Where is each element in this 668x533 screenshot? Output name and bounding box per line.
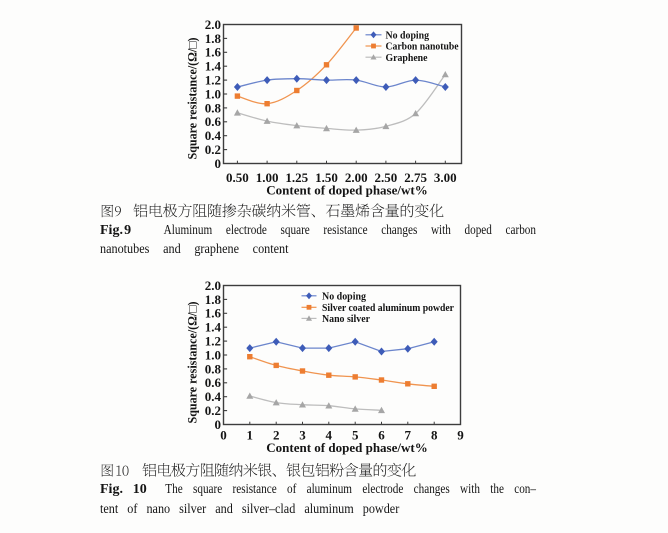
svg-text:Content of doped phase/wt%: Content of doped phase/wt% (266, 440, 427, 455)
svg-text:1.0: 1.0 (205, 347, 221, 362)
svg-text:8: 8 (431, 427, 438, 442)
svg-text:0.8: 0.8 (205, 100, 222, 115)
svg-text:1.2: 1.2 (205, 334, 221, 349)
svg-text:6: 6 (378, 427, 385, 442)
svg-text:1: 1 (247, 427, 254, 442)
svg-text:0: 0 (215, 417, 222, 432)
svg-text:0: 0 (215, 156, 222, 171)
svg-text:0.6: 0.6 (205, 375, 222, 390)
svg-text:9: 9 (457, 427, 464, 442)
svg-text:Silver coated aluminum powder: Silver coated aluminum powder (322, 303, 454, 314)
svg-text:1.4: 1.4 (205, 320, 222, 335)
svg-text:1.2: 1.2 (205, 73, 221, 88)
svg-text:0.4: 0.4 (205, 389, 222, 404)
svg-text:3.00: 3.00 (434, 170, 457, 185)
svg-text:1.0: 1.0 (205, 86, 221, 101)
svg-text:1.6: 1.6 (205, 45, 222, 60)
svg-text:Square resistance/(Ω/□): Square resistance/(Ω/□) (186, 38, 200, 160)
svg-text:0.2: 0.2 (205, 142, 221, 157)
svg-text:Nano silver: Nano silver (322, 314, 370, 325)
svg-text:2.0: 2.0 (205, 278, 221, 293)
svg-text:0.2: 0.2 (205, 403, 221, 418)
svg-text:0.4: 0.4 (205, 128, 222, 143)
svg-text:Graphene: Graphene (386, 53, 428, 64)
svg-text:0.6: 0.6 (205, 114, 222, 129)
svg-text:1.4: 1.4 (205, 59, 222, 74)
svg-text:2.50: 2.50 (375, 170, 398, 185)
svg-text:1.00: 1.00 (256, 170, 279, 185)
svg-text:0.50: 0.50 (226, 170, 249, 185)
svg-text:2: 2 (273, 427, 280, 442)
svg-text:0: 0 (220, 427, 227, 442)
svg-text:2.0: 2.0 (205, 17, 221, 32)
svg-text:Content of doped phase/wt%: Content of doped phase/wt% (266, 183, 427, 198)
svg-text:1.25: 1.25 (285, 170, 308, 185)
svg-text:No doping: No doping (322, 292, 367, 303)
svg-text:7: 7 (405, 427, 412, 442)
svg-text:1.8: 1.8 (205, 292, 222, 307)
svg-text:Square resistance/(Ω/□): Square resistance/(Ω/□) (186, 302, 200, 424)
svg-text:2.00: 2.00 (345, 170, 368, 185)
svg-text:Carbon nanotube: Carbon nanotube (386, 42, 459, 53)
svg-text:No doping: No doping (386, 31, 430, 42)
svg-text:2.75: 2.75 (404, 170, 427, 185)
svg-text:1.50: 1.50 (315, 170, 338, 185)
svg-text:1.8: 1.8 (205, 31, 222, 46)
svg-text:4: 4 (326, 427, 333, 442)
svg-text:1.6: 1.6 (205, 306, 222, 321)
svg-text:3: 3 (299, 427, 306, 442)
svg-text:5: 5 (352, 427, 359, 442)
svg-text:0.8: 0.8 (205, 361, 222, 376)
